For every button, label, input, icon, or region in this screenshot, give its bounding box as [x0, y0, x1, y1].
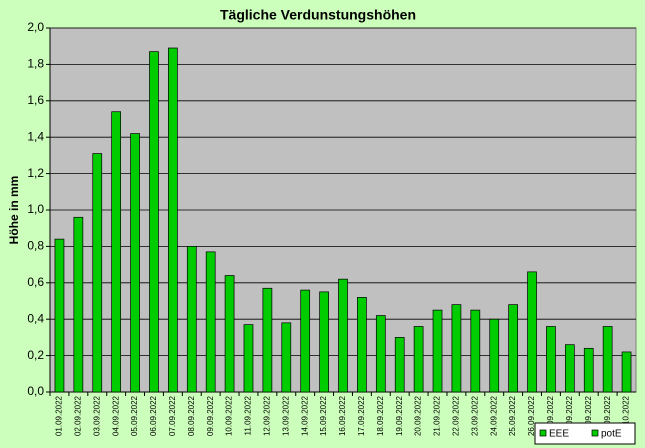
y-tick-label: 0,8: [27, 239, 44, 253]
x-tick-label: 01.09.2022: [55, 395, 64, 436]
bar: [451, 304, 462, 393]
bar: [281, 322, 292, 393]
bar: [357, 297, 367, 393]
bar: [527, 271, 537, 393]
bar: [73, 216, 84, 393]
bar: [243, 324, 254, 393]
x-tick-label: 22.09.2022: [452, 395, 461, 436]
bar: [621, 351, 632, 393]
x-tick-label: 04.09.2022: [111, 395, 120, 436]
y-tick-label: 0,6: [27, 275, 44, 289]
y-tick-label: 0,2: [27, 348, 44, 362]
y-tick-label: 1,6: [27, 93, 44, 107]
bar: [205, 251, 216, 393]
y-tick-label: 1,0: [27, 202, 44, 216]
bar: [338, 278, 348, 393]
x-tick-label: 24.09.2022: [489, 395, 498, 436]
x-tick-label: 27.09.2022: [546, 395, 555, 436]
x-tick-label: 11.09.2022: [244, 395, 253, 435]
bar: [489, 318, 500, 393]
bar: [413, 326, 424, 393]
y-tick-label: 0,0: [27, 384, 44, 398]
y-axis-label: Höhe in mm: [7, 176, 21, 245]
x-tick-label: 08.09.2022: [187, 395, 196, 436]
bar: [394, 337, 405, 393]
x-tick-label: 05.09.2022: [130, 395, 139, 436]
bar: [186, 246, 197, 393]
y-tick-label: 1,8: [27, 57, 44, 71]
bar: [508, 304, 518, 393]
bar: [319, 291, 329, 393]
bar: [375, 315, 386, 393]
x-tick-label: 17.09.2022: [357, 395, 366, 436]
bar: [130, 133, 140, 393]
y-tick-label: 0,4: [27, 311, 44, 325]
x-tick-label: 20.09.2022: [414, 395, 423, 436]
x-tick-label: 13.09.2022: [281, 395, 290, 436]
x-tick-label: 26.09.2022: [527, 395, 536, 436]
bar: [432, 309, 443, 393]
bar: [546, 326, 556, 393]
x-tick-label: 28.09.2022: [565, 395, 574, 436]
bar: [54, 238, 65, 393]
legend-label: EEE: [549, 429, 569, 440]
bar: [149, 51, 159, 393]
legend-label: potE: [601, 429, 622, 440]
bar: [602, 326, 613, 393]
x-tick-label: 16.09.2022: [338, 395, 347, 436]
x-tick-label: 14.09.2022: [300, 395, 309, 436]
bar: [168, 47, 178, 393]
y-tick-label: 1,4: [27, 129, 44, 143]
x-tick-label: 29.09.2022: [584, 395, 593, 436]
x-tick-label: 01.10.2022: [622, 395, 631, 436]
y-tick-label: 2,0: [27, 20, 44, 34]
x-tick-label: 18.09.2022: [376, 395, 385, 436]
bar: [92, 153, 103, 393]
x-tick-label: 09.09.2022: [206, 395, 215, 436]
x-tick-label: 21.09.2022: [433, 395, 442, 436]
legend-swatch: [539, 429, 547, 437]
x-tick-label: 25.09.2022: [508, 395, 517, 436]
x-tick-label: 23.09.2022: [470, 395, 479, 436]
x-tick-label: 07.09.2022: [168, 395, 177, 436]
bar: [300, 289, 311, 393]
legend-box: [534, 422, 636, 445]
y-tick-label: 1,2: [27, 166, 44, 180]
x-tick-label: 02.09.2022: [73, 395, 82, 436]
bar: [583, 347, 594, 393]
bar: [111, 111, 122, 393]
bar: [262, 287, 273, 393]
bar: [470, 309, 481, 393]
bar: [564, 344, 575, 393]
x-tick-label: 10.09.2022: [225, 395, 234, 436]
x-tick-label: 12.09.2022: [262, 395, 271, 436]
x-tick-label: 19.09.2022: [395, 395, 404, 436]
x-tick-label: 30.09.2022: [603, 395, 612, 436]
chart-title: Tägliche Verdunstungshöhen: [220, 7, 416, 23]
x-tick-label: 15.09.2022: [319, 395, 328, 436]
x-tick-label: 03.09.2022: [92, 395, 101, 436]
x-tick-label: 06.09.2022: [149, 395, 158, 436]
legend-swatch: [591, 429, 599, 437]
bar: [224, 275, 235, 393]
